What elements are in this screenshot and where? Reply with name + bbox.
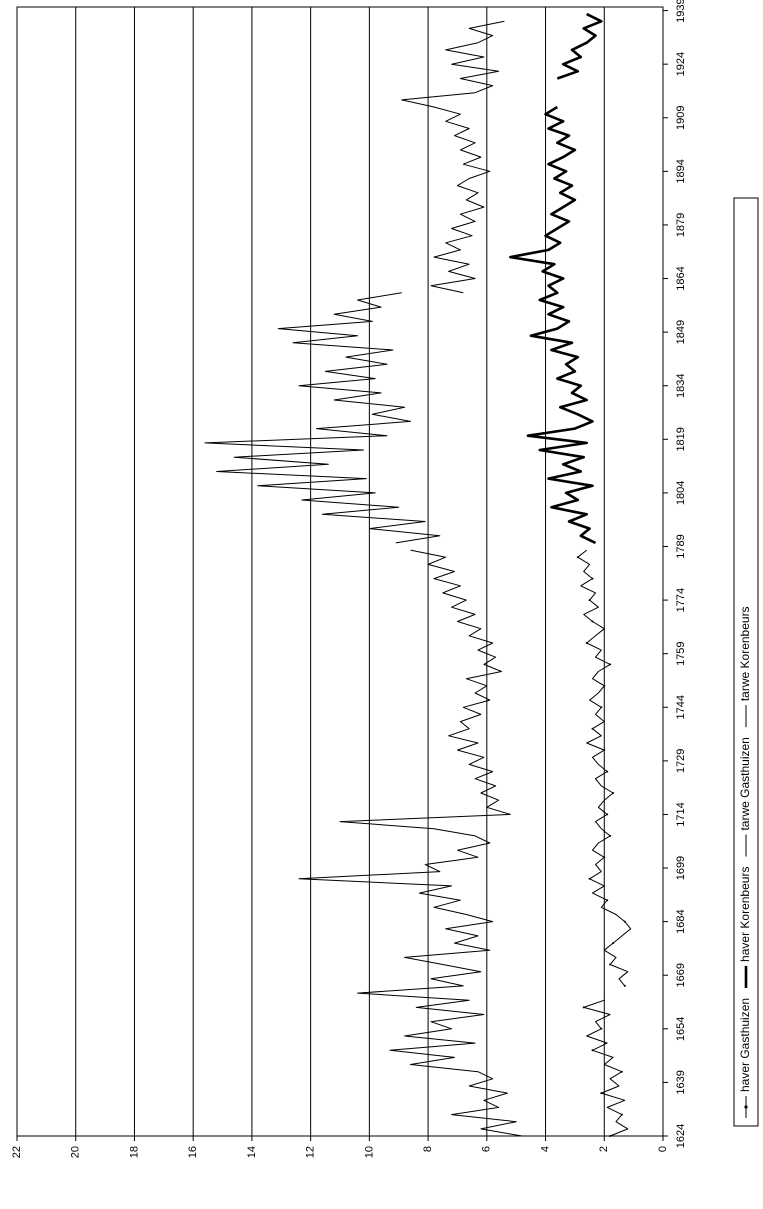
data-point [603,856,606,859]
year-tick-label: 1879 [675,213,687,237]
year-tick-label: 1909 [675,106,687,130]
value-tick-label: 22 [11,1146,23,1158]
data-point [609,963,612,966]
year-tick-label: 1744 [675,695,687,719]
value-tick-label: 10 [363,1146,375,1158]
series-tarwe-korenbeurs [204,292,441,544]
series-tarwe-gasthuizen [298,20,523,1137]
data-point [600,1092,603,1095]
year-tick-label: 1714 [675,802,687,826]
value-tick-label: 2 [598,1146,610,1152]
data-point [591,1049,594,1052]
legend-marker [744,1105,748,1109]
value-tick-label: 8 [422,1146,434,1152]
data-point [606,770,609,773]
data-point [603,684,606,687]
year-tick-label: 1699 [675,856,687,880]
value-tick-label: 4 [539,1146,551,1152]
data-point [582,1006,585,1009]
data-point [620,1070,623,1073]
value-tick-label: 18 [128,1146,140,1158]
data-point [623,920,626,923]
year-tick-label: 1684 [675,909,687,933]
data-point [620,1113,623,1116]
data-point [588,599,591,602]
series-haver-gasthuizen [576,549,632,1137]
year-tick-label: 1834 [675,373,687,397]
data-point [609,1135,612,1137]
year-tick-label: 1759 [675,641,687,665]
data-point [609,834,612,837]
year-tick-label: 1939 [675,0,687,23]
year-tick-label: 1654 [675,1017,687,1041]
data-point [612,792,615,794]
series-line [509,105,597,545]
series-line [583,999,629,1137]
series-line [577,549,632,987]
plot-area [16,6,664,1137]
year-tick-label: 1639 [675,1070,687,1094]
year-tick-label: 1804 [675,481,687,505]
legend-label: tarwe Korenbeurs [738,606,752,701]
data-point [576,556,579,559]
data-point [603,749,606,752]
data-point [623,984,626,987]
series-line [556,12,603,80]
year-tick-label: 1864 [675,266,687,290]
year-tick-label: 1669 [675,963,687,987]
year-tick-label: 1774 [675,588,687,612]
data-point [606,899,609,902]
series-haver-korenbeurs [509,12,603,545]
year-tick-label: 1729 [675,749,687,773]
legend-label: haver Korenbeurs [738,867,752,962]
data-point [591,727,594,730]
data-point [606,813,609,816]
value-tick-label: 6 [481,1146,493,1152]
year-tick-label: 1924 [675,52,687,76]
value-tick-label: 12 [305,1146,317,1158]
data-point [612,942,615,945]
series-line [204,292,441,544]
data-point [600,1027,603,1030]
year-tick-label: 1819 [675,427,687,451]
year-tick-label: 1849 [675,320,687,344]
data-point [600,706,603,709]
year-tick-label: 1789 [675,534,687,558]
data-point [585,642,588,644]
year-tick-label: 1894 [675,159,687,183]
gridlines [16,6,664,1137]
series-line [298,549,523,1137]
value-tick-label: 16 [187,1146,199,1158]
data-point [591,577,594,580]
value-tick-label: 0 [657,1146,669,1152]
data-point [591,620,594,623]
series-lines [204,12,632,1137]
legend-label: haver Gasthuizen [738,998,752,1092]
value-tick-label: 14 [246,1146,258,1158]
series-line [401,20,505,294]
data-point [588,877,591,880]
year-tick-label: 1624 [675,1124,687,1148]
value-tick-label: 20 [70,1146,82,1158]
legend: haver Gasthuizen haver Korenbeurs tarwe Ga… [733,197,759,1127]
axes: 0 2 4 6 8 10 12 14 16 18 20 22 1624 1639 1654 1669 1684 1… [11,0,687,1158]
legend-label: tarwe Gasthuizen [738,737,752,830]
data-point [609,663,612,666]
